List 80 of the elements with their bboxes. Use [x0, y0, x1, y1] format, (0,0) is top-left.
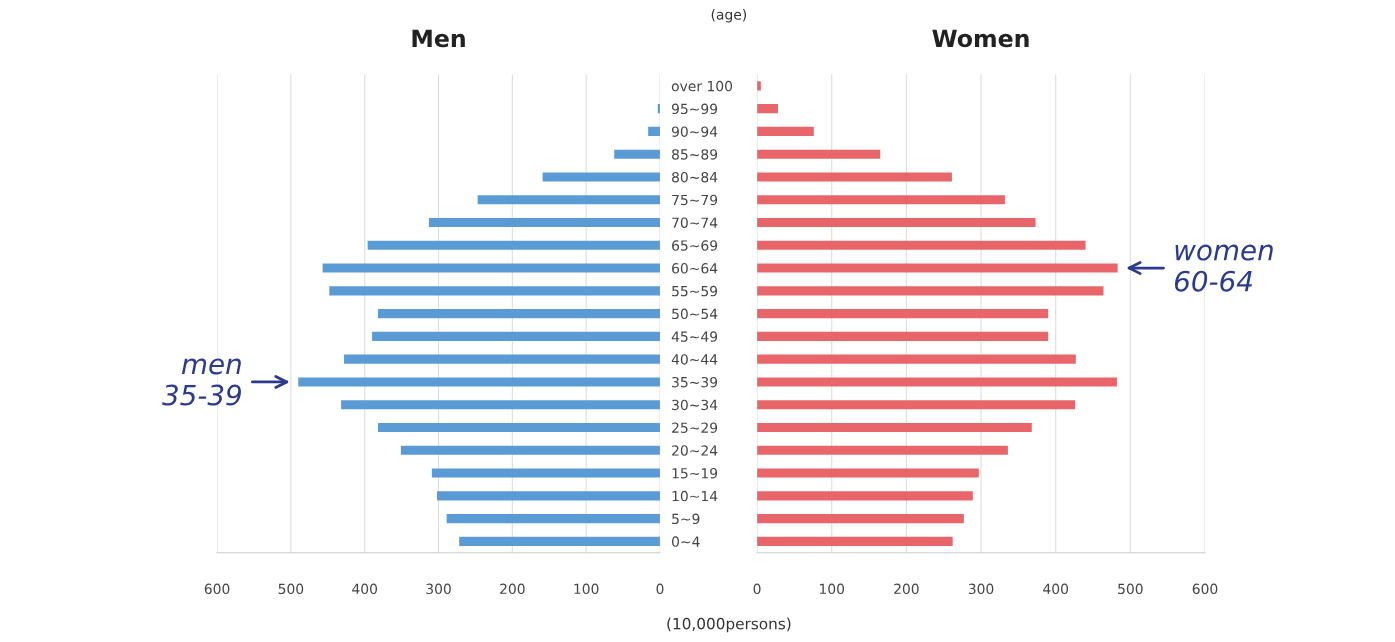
y-tick-label: 30~34: [672, 399, 718, 411]
bar: [428, 217, 660, 228]
y-tick-label: 60~64: [672, 263, 718, 274]
bar: [757, 195, 1005, 205]
bar: [648, 126, 660, 136]
bar: [329, 286, 660, 296]
y-tick-label: 85~89: [672, 149, 718, 160]
x-tick-label: 0: [753, 583, 761, 595]
text: (age): [711, 9, 747, 23]
y-tick-label: 80~84: [672, 171, 718, 183]
bar: [757, 149, 881, 159]
x-tick-label: 300: [968, 583, 994, 595]
bar: [757, 491, 973, 501]
y-tick-label: 0~4: [672, 536, 700, 547]
y-tick-label: 70~74: [672, 217, 718, 228]
bar: [757, 400, 1076, 410]
bar: [298, 377, 660, 387]
bar: [372, 331, 660, 341]
y-tick-label: 15~19: [672, 468, 718, 479]
x-tick-label: 200: [894, 583, 919, 595]
bar: [400, 445, 660, 455]
bar: [757, 309, 1049, 319]
bar: [757, 354, 1076, 364]
bar: [614, 149, 660, 159]
y-tick-label: 95~99: [671, 103, 718, 115]
y-tick-label: 5~9: [672, 513, 700, 525]
bar: [757, 422, 1032, 433]
bar: [377, 422, 660, 433]
y-tick-label: 35~39: [672, 376, 718, 388]
x-tick-label: 300: [426, 583, 451, 595]
y-tick-label: 65~69: [672, 240, 718, 251]
bar: [431, 468, 660, 478]
bar: [757, 172, 952, 182]
x-tick-label: 100: [819, 583, 845, 595]
bar: [757, 104, 778, 114]
chart-title: Women: [932, 29, 1029, 48]
x-tick-label: 500: [1118, 583, 1143, 595]
bar: [757, 536, 953, 546]
chart-title: Men: [412, 29, 465, 48]
bar: [757, 377, 1117, 387]
y-tick-label: 50~54: [672, 308, 718, 320]
x-tick-label: 0: [656, 583, 664, 595]
y-tick-label: 55~59: [672, 285, 718, 297]
bar: [757, 331, 1049, 341]
x-tick-label: 100: [574, 583, 599, 595]
bar: [757, 217, 1036, 228]
bar: [437, 491, 660, 501]
bar: [757, 263, 1118, 273]
x-tick-label: 400: [352, 583, 378, 595]
y-tick-label: 45~49: [671, 331, 718, 342]
x-tick-label: 500: [278, 583, 304, 595]
bar: [344, 354, 660, 364]
bar: [757, 445, 1008, 455]
bar: [542, 172, 660, 182]
bar: [757, 468, 979, 478]
y-tick-label: over 100: [671, 80, 733, 92]
bar: [757, 286, 1104, 296]
bar: [757, 514, 964, 524]
x-tick-label: 600: [204, 583, 230, 595]
y-tick-label: 10~14: [672, 490, 718, 502]
y-tick-label: 25~29: [672, 422, 718, 433]
y-tick-label: 75~79: [672, 194, 718, 206]
y-tick-label: 90~94: [671, 126, 718, 137]
bar: [757, 126, 814, 136]
bar: [341, 400, 660, 410]
annotation: men 35-39: [162, 358, 241, 406]
bar: [377, 309, 660, 319]
bar: [446, 514, 660, 524]
x-tick-label: 200: [500, 583, 525, 595]
text: (10,000persons): [667, 617, 791, 633]
bar: [477, 195, 660, 205]
y-tick-label: 40~44: [671, 354, 718, 365]
x-tick-label: 400: [1043, 583, 1069, 595]
bar: [459, 536, 660, 546]
bar: [322, 263, 660, 273]
x-tick-label: 600: [1192, 583, 1218, 595]
bar: [757, 240, 1086, 250]
annotation: women 60-64: [1174, 244, 1273, 292]
y-tick-label: 20~24: [672, 445, 718, 456]
bar: [367, 240, 660, 250]
